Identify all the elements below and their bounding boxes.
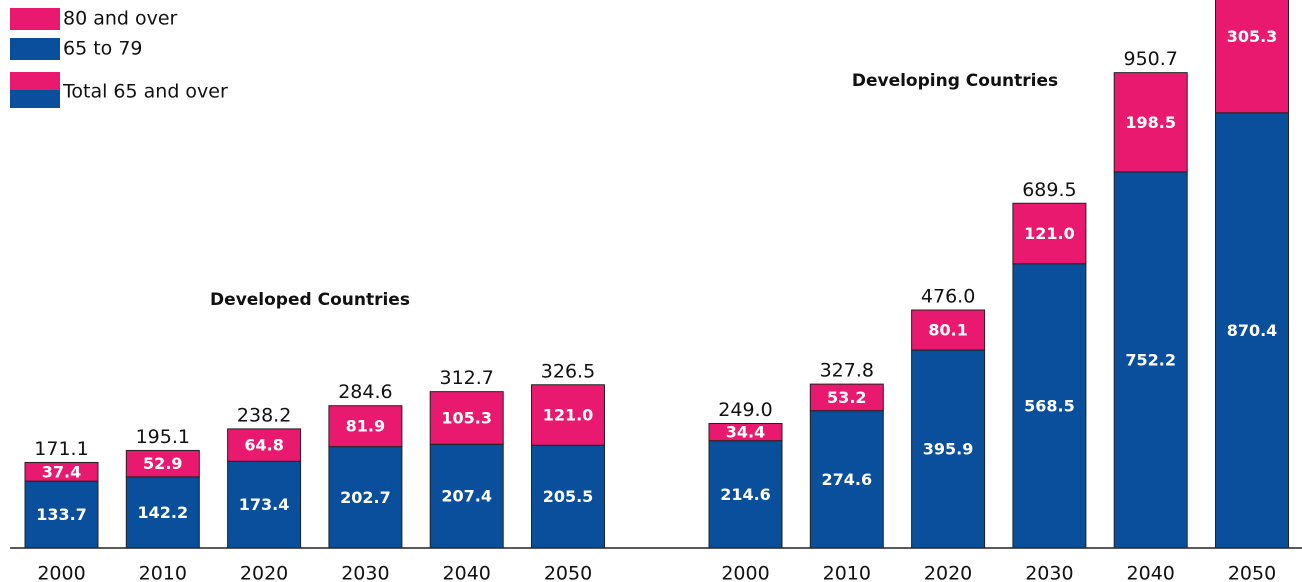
value-label: 395.9 bbox=[923, 440, 974, 459]
value-label: 121.0 bbox=[1024, 224, 1075, 243]
bar-segment bbox=[227, 428, 302, 462]
bar-segment bbox=[1012, 202, 1087, 265]
bar-segment bbox=[809, 410, 884, 549]
bar-segment bbox=[429, 391, 504, 445]
total-label: 284.6 bbox=[338, 381, 392, 403]
bar-segment bbox=[1215, 112, 1289, 549]
value-label: 105.3 bbox=[441, 408, 492, 427]
legend-swatch bbox=[10, 8, 60, 30]
x-tick-label: 2010 bbox=[823, 563, 871, 582]
x-tick-label: 2050 bbox=[544, 563, 592, 582]
chart-title: Developed Countries bbox=[210, 290, 410, 310]
total-label: 195.1 bbox=[136, 426, 190, 448]
bar-segment bbox=[328, 446, 403, 549]
bar-segment bbox=[809, 383, 884, 412]
x-tick-label: 2030 bbox=[341, 563, 389, 582]
bar-segment bbox=[125, 449, 200, 478]
bar-segment bbox=[911, 309, 986, 351]
x-tick-label: 2010 bbox=[139, 563, 187, 582]
chart-title: Developing Countries bbox=[852, 71, 1058, 91]
value-label: 81.9 bbox=[346, 417, 385, 436]
value-label: 173.4 bbox=[239, 495, 290, 514]
total-label: 327.8 bbox=[820, 360, 874, 382]
value-label: 752.2 bbox=[1125, 350, 1176, 369]
total-label: 326.5 bbox=[541, 360, 595, 382]
bar-segment bbox=[1215, 0, 1289, 114]
total-label: 312.7 bbox=[439, 367, 493, 389]
legend-label: 80 and over bbox=[63, 8, 178, 30]
legend-label: 65 to 79 bbox=[63, 38, 143, 60]
legend-swatch bbox=[10, 72, 60, 90]
value-label: 214.6 bbox=[720, 485, 771, 504]
total-label: 476.0 bbox=[921, 286, 975, 308]
value-label: 37.4 bbox=[42, 462, 81, 481]
x-tick-label: 2000 bbox=[37, 563, 85, 582]
value-label: 305.3 bbox=[1227, 27, 1278, 46]
total-label: 238.2 bbox=[237, 404, 291, 426]
bar-segment bbox=[429, 443, 504, 549]
total-label: 950.7 bbox=[1123, 48, 1177, 70]
bar-segment bbox=[328, 405, 403, 448]
value-label: 80.1 bbox=[928, 321, 967, 340]
value-label: 274.6 bbox=[821, 470, 872, 489]
x-tick-label: 2020 bbox=[240, 563, 288, 582]
bar-segment bbox=[1113, 171, 1188, 549]
x-tick-label: 2040 bbox=[443, 563, 491, 582]
x-tick-label: 2050 bbox=[1228, 563, 1276, 582]
value-label: 133.7 bbox=[36, 505, 87, 524]
total-label: 249.0 bbox=[718, 399, 772, 421]
value-label: 121.0 bbox=[543, 406, 594, 425]
value-label: 142.2 bbox=[137, 503, 188, 522]
value-label: 870.4 bbox=[1227, 321, 1278, 340]
bar-segment bbox=[227, 460, 302, 549]
bar-segment bbox=[708, 423, 783, 442]
bar-segment bbox=[531, 384, 605, 446]
bar-segment bbox=[125, 476, 200, 549]
total-label: 689.5 bbox=[1022, 179, 1076, 201]
bar-segment bbox=[1113, 72, 1188, 173]
bar-segment bbox=[24, 461, 99, 482]
x-tick-label: 2020 bbox=[924, 563, 972, 582]
total-label: 171.1 bbox=[34, 438, 88, 460]
value-label: 52.9 bbox=[143, 454, 182, 473]
bar-segment bbox=[911, 349, 986, 549]
bar-segment bbox=[708, 440, 783, 549]
x-tick-label: 2000 bbox=[721, 563, 769, 582]
value-label: 568.5 bbox=[1024, 396, 1075, 415]
value-label: 205.5 bbox=[543, 487, 594, 506]
legend-swatch bbox=[10, 90, 60, 108]
value-label: 207.4 bbox=[441, 487, 492, 506]
x-tick-label: 2040 bbox=[1127, 563, 1175, 582]
bar-segment bbox=[24, 480, 99, 549]
value-label: 34.4 bbox=[726, 423, 765, 442]
value-label: 64.8 bbox=[244, 436, 283, 455]
value-label: 198.5 bbox=[1125, 113, 1176, 132]
value-label: 202.7 bbox=[340, 488, 391, 507]
bar-segment bbox=[1012, 263, 1087, 549]
x-tick-label: 2030 bbox=[1025, 563, 1073, 582]
legend-swatch bbox=[10, 38, 60, 60]
value-label: 53.2 bbox=[827, 388, 866, 407]
legend-label: Total 65 and over bbox=[62, 81, 228, 103]
